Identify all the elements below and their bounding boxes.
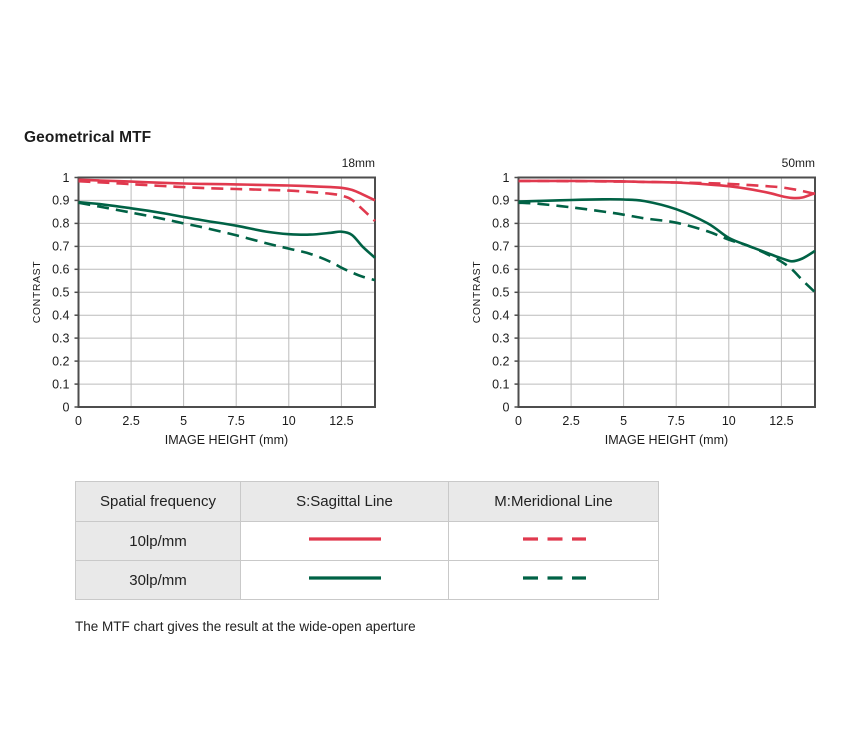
legend-solid-line [308, 537, 381, 541]
legend-header-sagittal: S:Sagittal Line [240, 481, 449, 522]
series-30lp-mm-sagittal [518, 197, 816, 263]
x-tick-label: 5 [180, 414, 187, 428]
legend-label-30lpmm: 30lp/mm [75, 560, 241, 600]
x-axis-label-50mm: IMAGE HEIGHT (mm) [604, 433, 729, 447]
x-tick-label: 2.5 [562, 414, 579, 428]
x-tick-label: 7.5 [228, 414, 245, 428]
series-10lp-mm-meridional [518, 179, 816, 196]
y-tick-label: 0.8 [492, 217, 509, 231]
y-tick-label: 0.6 [492, 263, 509, 277]
y-tick-label: 0.3 [52, 331, 69, 345]
series-10lp-mm-sagittal [78, 178, 376, 202]
plot-border [77, 176, 376, 408]
legend-table: Spatial frequency S:Sagittal Line M:Meri… [75, 481, 659, 600]
y-tick-label: 0.4 [52, 309, 69, 323]
chart-plot-50mm: 00.10.20.30.40.50.60.70.80.910 2.5 5 7.5 10 1… [492, 171, 816, 428]
chart-plot-18mm: 00.10.20.30.40.50.60.70.80.910 2.5 5 7.5 10 1… [52, 171, 376, 428]
y-tick-label: 0.1 [492, 377, 509, 391]
x-axis-label-18mm: IMAGE HEIGHT (mm) [164, 433, 289, 447]
series-30lp-mm-sagittal [78, 200, 376, 259]
y-tick-label: 1 [63, 171, 70, 185]
y-tick-label: 0.1 [52, 377, 69, 391]
plot-border [517, 176, 816, 408]
x-tick-label: 0 [515, 414, 522, 428]
x-tick-label: 12.5 [769, 414, 793, 428]
y-axis-label-50mm: CONTRAST [471, 260, 483, 324]
y-tick-label: 0.9 [492, 194, 509, 208]
legend-solid-swatch-30lpmm [240, 560, 449, 600]
series-30lp-mm-meridional [518, 201, 816, 294]
series-30lp-mm-meridional [78, 201, 376, 282]
x-tick-label: 10 [282, 414, 296, 428]
legend-dashed-swatch-10lpmm [448, 521, 659, 561]
y-tick-label: 0 [503, 400, 510, 414]
y-tick-label: 0.5 [492, 286, 509, 300]
x-tick-label: 2.5 [122, 414, 139, 428]
y-tick-label: 0.2 [492, 354, 509, 368]
legend-row-30lpmm: 30lp/mm [75, 560, 659, 600]
y-tick-label: 0.9 [52, 194, 69, 208]
legend-dashed-line [522, 576, 586, 580]
page-title: Geometrical MTF [24, 129, 152, 146]
series-10lp-mm-sagittal [518, 179, 816, 200]
legend-dashed-line [522, 537, 586, 541]
legend-solid-line [308, 576, 381, 580]
y-tick-label: 0.5 [52, 286, 69, 300]
legend-row-10lpmm: 10lp/mm [75, 521, 659, 561]
y-tick-label: 0.7 [492, 240, 509, 254]
mtf-chart-18mm: 18mm 0 0.1 0.2 0.3 0.4 0.5 0.6 0.7 0.8 0.9 1 0 2.5 5 7… [24, 150, 390, 460]
legend-header-meridional: M:Meridional Line [448, 481, 659, 522]
y-tick-label: 0.2 [52, 354, 69, 368]
y-tick-label: 0.8 [52, 217, 69, 231]
legend-header-row: Spatial frequency S:Sagittal Line M:Meri… [75, 481, 659, 522]
legend-label-10lpmm: 10lp/mm [75, 521, 241, 561]
y-tick-label: 0.4 [492, 309, 509, 323]
y-tick-label: 0 [63, 400, 70, 414]
y-axis-label-18mm: CONTRAST [31, 260, 43, 324]
y-tick-label: 0.7 [52, 240, 69, 254]
legend-dashed-swatch-30lpmm [448, 560, 659, 600]
x-tick-label: 10 [722, 414, 736, 428]
x-tick-label: 7.5 [668, 414, 685, 428]
x-tick-label: 0 [75, 414, 82, 428]
series-10lp-mm-meridional [78, 179, 376, 223]
legend-header-spatial-frequency: Spatial frequency [75, 481, 241, 522]
x-tick-label: 12.5 [329, 414, 353, 428]
chart-title-50mm: 50mm [781, 156, 815, 170]
mtf-chart-50mm: 50mm 0 0.1 0.2 0.3 0.4 0.5 0.6 0.7 0.8 0.9 1 0 2.5 5 7… [464, 150, 830, 460]
x-tick-label: 5 [620, 414, 627, 428]
y-tick-label: 0.3 [492, 331, 509, 345]
chart-title-18mm: 18mm [341, 156, 375, 170]
figure-caption: The MTF chart gives the result at the wi… [75, 619, 416, 634]
y-tick-label: 0.6 [52, 263, 69, 277]
legend-solid-swatch-10lpmm [240, 521, 449, 561]
y-tick-label: 1 [503, 171, 510, 185]
